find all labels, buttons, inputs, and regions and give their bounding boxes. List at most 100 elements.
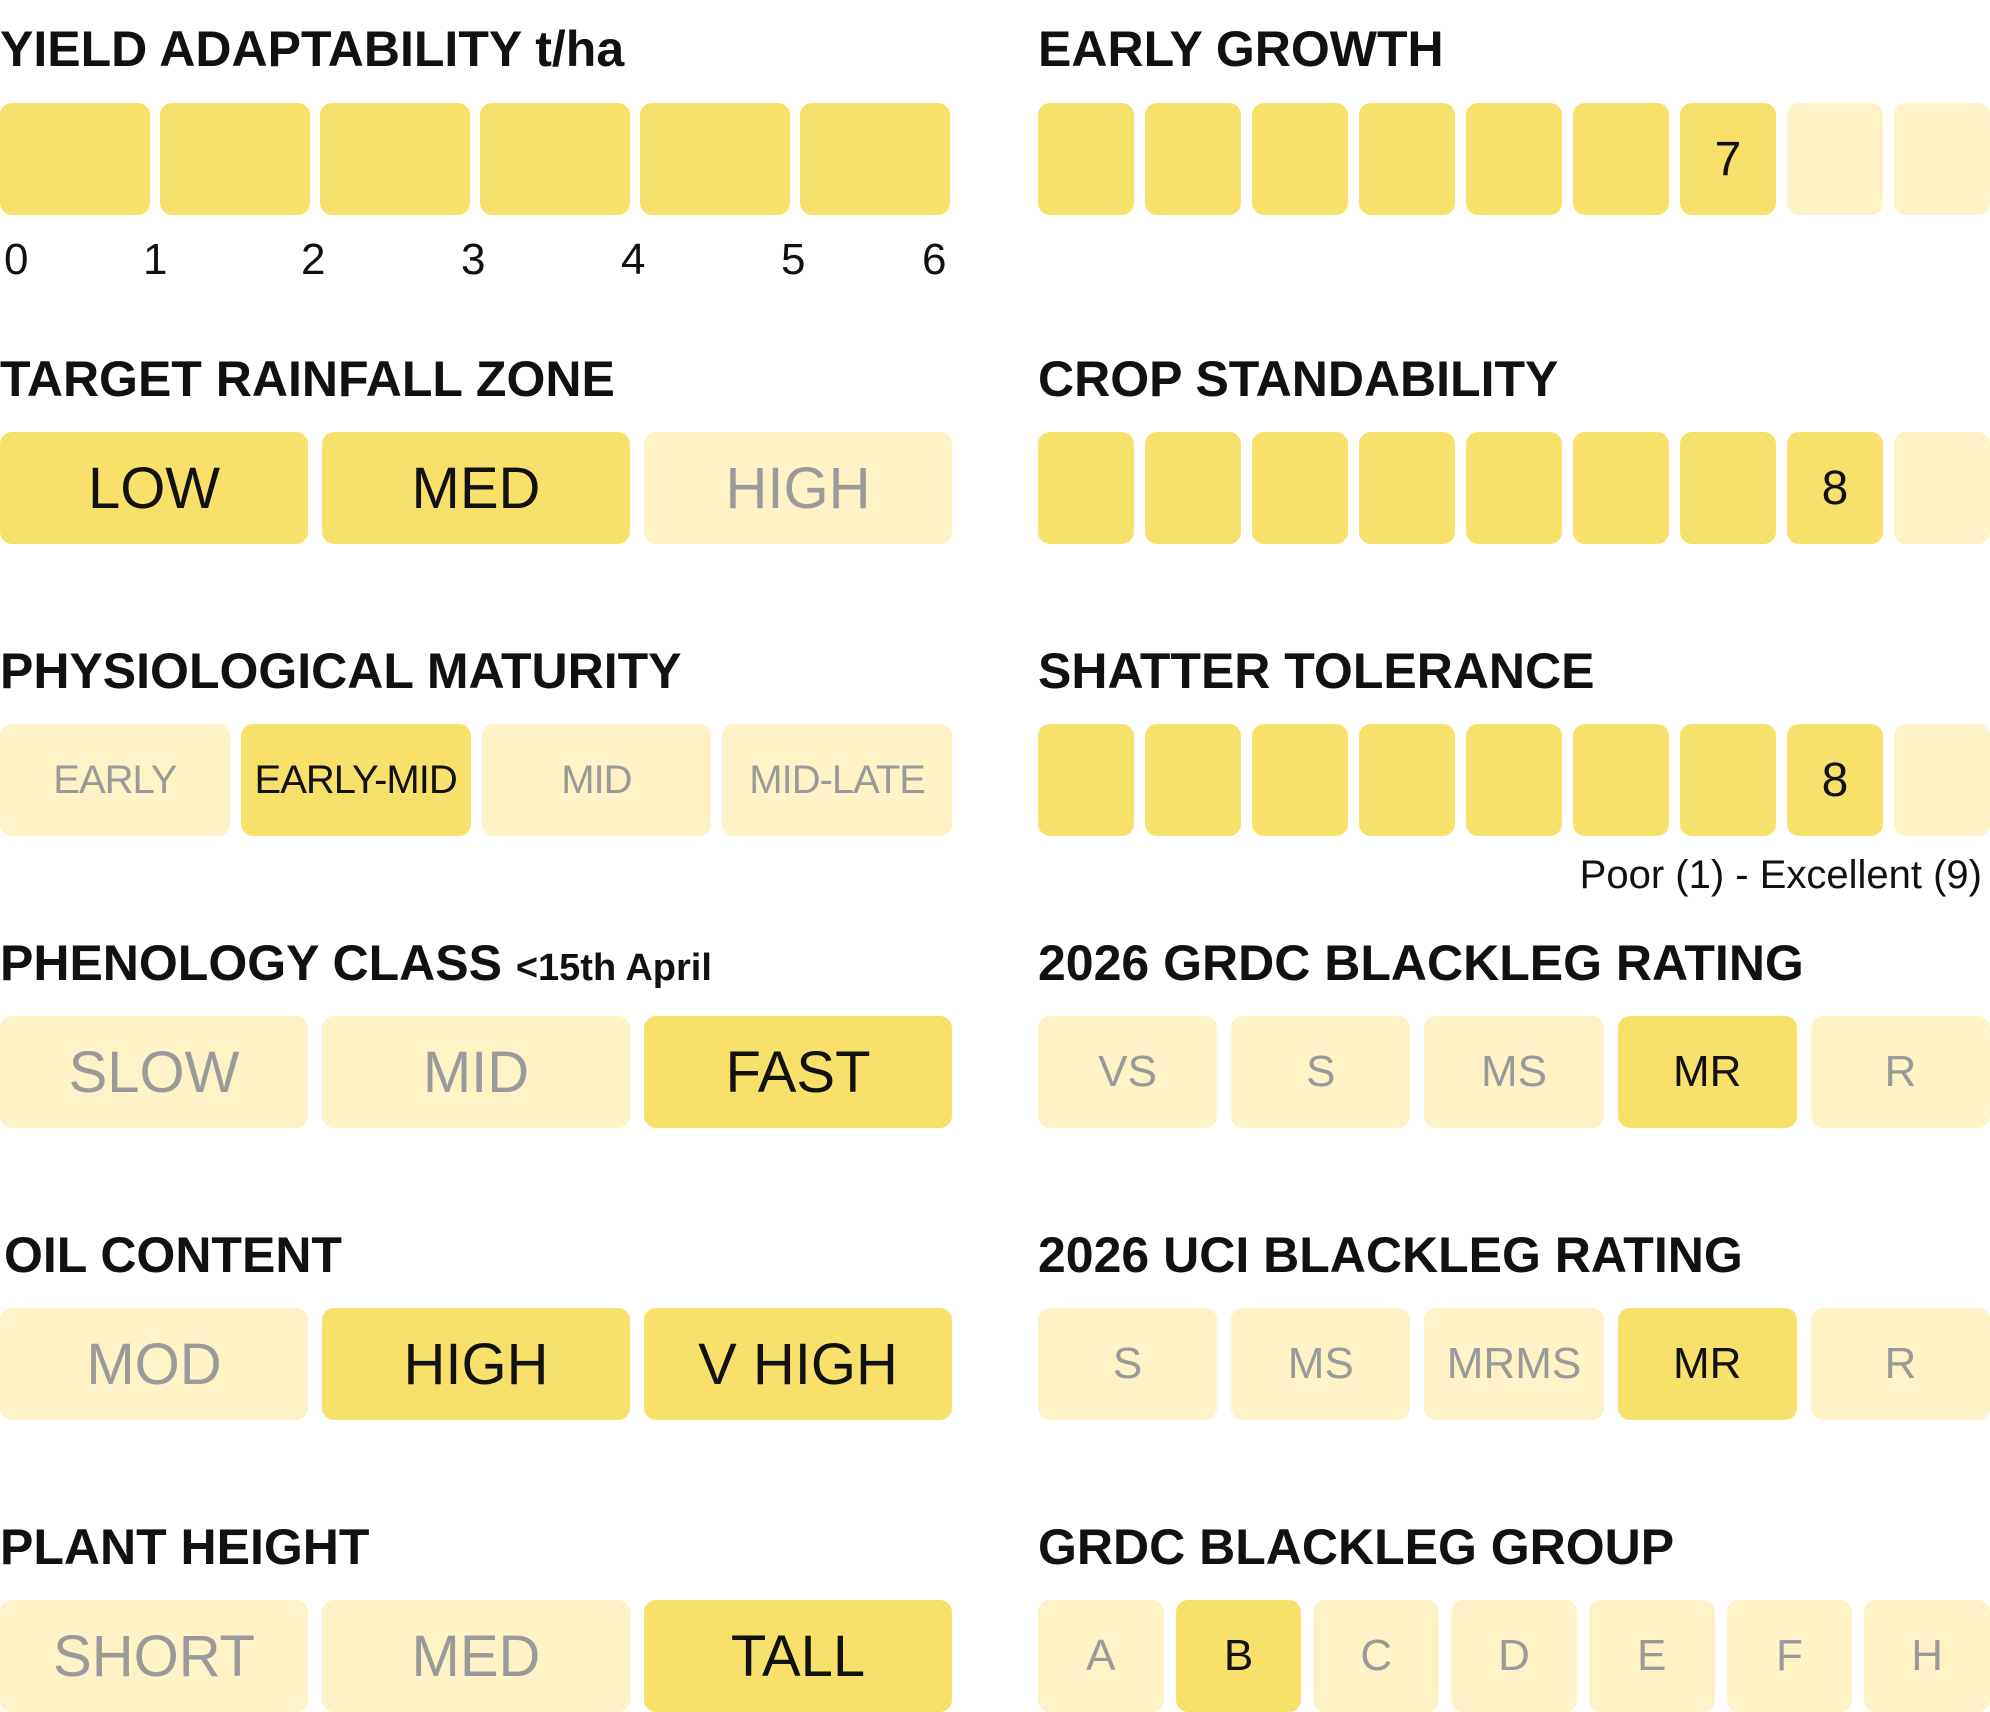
shatter-tolerance-rating-step xyxy=(1145,724,1241,836)
oil-content-option: MOD xyxy=(0,1308,308,1420)
yield-tick: 2 xyxy=(301,235,326,284)
grdc-blackleg-rating-options: VS S MS MR R xyxy=(1038,1016,1990,1128)
rainfall-zone-option: LOW xyxy=(0,432,308,544)
crop-standability-rating-step xyxy=(1252,432,1348,544)
phenology-option: MID xyxy=(322,1016,630,1128)
shatter-tolerance-rating-scale: 8 xyxy=(1038,724,1990,836)
yield-tick: 5 xyxy=(781,235,806,284)
grdc-blackleg-group-option: B xyxy=(1175,1600,1302,1712)
yield-tick: 1 xyxy=(143,235,168,284)
early-growth-rating-scale: 7 xyxy=(1038,103,1990,215)
yield-tick-labels: 0 1 2 3 4 5 6 xyxy=(0,238,960,288)
rating-scale-note: Poor (1) - Excellent (9) xyxy=(1579,853,1982,897)
uci-blackleg-rating-option: MRMS xyxy=(1424,1308,1604,1420)
grdc-blackleg-group-title: GRDC BLACKLEG GROUP xyxy=(1038,1519,1675,1575)
maturity-option: EARLY-MID xyxy=(240,724,471,836)
grdc-blackleg-group-option: C xyxy=(1313,1600,1440,1712)
grdc-blackleg-rating-option: S xyxy=(1231,1016,1411,1128)
phenology-subtitle: <15th April xyxy=(515,947,712,989)
plant-height-options: SHORT MED TALL xyxy=(0,1600,952,1712)
phenology-title-text: PHENOLOGY CLASS xyxy=(0,935,502,991)
phenology-title: PHENOLOGY CLASS <15th April xyxy=(0,938,712,988)
maturity-option: MID xyxy=(481,724,712,836)
grdc-blackleg-group-option: F xyxy=(1726,1600,1853,1712)
shatter-tolerance-rating-step xyxy=(1359,724,1455,836)
yield-tick: 3 xyxy=(461,235,486,284)
plant-height-option: SHORT xyxy=(0,1600,308,1712)
grdc-blackleg-group-option: A xyxy=(1038,1600,1164,1712)
phenology-options: SLOW MID FAST xyxy=(0,1016,952,1128)
shatter-tolerance-rating-value: 8 xyxy=(1787,724,1883,836)
shatter-tolerance-rating-step xyxy=(1573,724,1669,836)
plant-height-title: PLANT HEIGHT xyxy=(0,1519,370,1575)
phenology-option: SLOW xyxy=(0,1016,308,1128)
crop-standability-rating-step xyxy=(1466,432,1562,544)
rainfall-zone-option: MED xyxy=(322,432,630,544)
yield-tick: 0 xyxy=(4,235,29,284)
yield-unit: t/ha xyxy=(535,21,625,77)
maturity-option: MID-LATE xyxy=(722,724,952,836)
grdc-blackleg-group-option: D xyxy=(1451,1600,1577,1712)
phenology-option: FAST xyxy=(644,1016,952,1128)
grdc-blackleg-rating-option: VS xyxy=(1038,1016,1218,1128)
yield-band xyxy=(640,103,790,215)
crop-standability-rating-step xyxy=(1038,432,1134,544)
early-growth-rating-step xyxy=(1466,103,1562,215)
yield-adaptability-title-text: YIELD ADAPTABILITY xyxy=(0,21,522,77)
early-growth-rating-step xyxy=(1573,103,1669,215)
shatter-tolerance-rating-step xyxy=(1252,724,1348,836)
oil-content-option: HIGH xyxy=(322,1308,630,1420)
early-growth-rating-step xyxy=(1359,103,1455,215)
maturity-options: EARLY EARLY-MID MID MID-LATE xyxy=(0,724,952,836)
oil-content-options: MOD HIGH V HIGH xyxy=(0,1308,952,1420)
grdc-blackleg-rating-option: R xyxy=(1810,1016,1990,1128)
rainfall-zone-options: LOW MED HIGH xyxy=(0,432,952,544)
uci-blackleg-rating-option: MR xyxy=(1617,1308,1797,1420)
grdc-blackleg-group-option: H xyxy=(1864,1600,1990,1712)
oil-content-title: OIL CONTENT xyxy=(4,1227,342,1283)
early-growth-rating-step xyxy=(1787,103,1883,215)
maturity-title: PHYSIOLOGICAL MATURITY xyxy=(0,643,682,699)
plant-height-option: MED xyxy=(322,1600,630,1712)
early-growth-title: EARLY GROWTH xyxy=(1038,21,1444,77)
grdc-blackleg-rating-option: MS xyxy=(1424,1016,1604,1128)
yield-band xyxy=(160,103,310,215)
uci-blackleg-rating-option: S xyxy=(1038,1308,1218,1420)
crop-standability-rating-value: 8 xyxy=(1787,432,1883,544)
grdc-blackleg-rating-title: 2026 GRDC BLACKLEG RATING xyxy=(1038,935,1804,991)
oil-content-option: V HIGH xyxy=(644,1308,952,1420)
crop-standability-rating-step xyxy=(1145,432,1241,544)
shatter-tolerance-title: SHATTER TOLERANCE xyxy=(1038,643,1595,699)
uci-blackleg-rating-title: 2026 UCI BLACKLEG RATING xyxy=(1038,1227,1743,1283)
crop-standability-title: CROP STANDABILITY xyxy=(1038,351,1559,407)
yield-band xyxy=(320,103,470,215)
crop-standability-rating-step xyxy=(1894,432,1990,544)
crop-standability-rating-step xyxy=(1680,432,1776,544)
yield-band xyxy=(800,103,950,215)
maturity-option: EARLY xyxy=(0,724,230,836)
uci-blackleg-rating-options: S MS MRMS MR R xyxy=(1038,1308,1990,1420)
shatter-tolerance-rating-step xyxy=(1894,724,1990,836)
early-growth-rating-value: 7 xyxy=(1680,103,1776,215)
uci-blackleg-rating-option: MS xyxy=(1231,1308,1411,1420)
grdc-blackleg-group-option: E xyxy=(1588,1600,1715,1712)
shatter-tolerance-rating-step xyxy=(1680,724,1776,836)
shatter-tolerance-rating-step xyxy=(1038,724,1134,836)
shatter-tolerance-rating-step xyxy=(1466,724,1562,836)
early-growth-rating-step xyxy=(1038,103,1134,215)
crop-standability-rating-step xyxy=(1573,432,1669,544)
rainfall-zone-option: HIGH xyxy=(644,432,952,544)
yield-tick: 4 xyxy=(621,235,646,284)
yield-band xyxy=(0,103,150,215)
plant-height-option: TALL xyxy=(644,1600,952,1712)
uci-blackleg-rating-option: R xyxy=(1810,1308,1990,1420)
yield-adaptability-title: YIELD ADAPTABILITY t/ha xyxy=(0,24,624,74)
early-growth-rating-step xyxy=(1252,103,1348,215)
rainfall-zone-title: TARGET RAINFALL ZONE xyxy=(0,351,615,407)
early-growth-rating-step xyxy=(1145,103,1241,215)
grdc-blackleg-rating-option: MR xyxy=(1617,1016,1797,1128)
yield-scale xyxy=(0,103,950,215)
yield-tick: 6 xyxy=(922,235,947,284)
crop-standability-rating-step xyxy=(1359,432,1455,544)
